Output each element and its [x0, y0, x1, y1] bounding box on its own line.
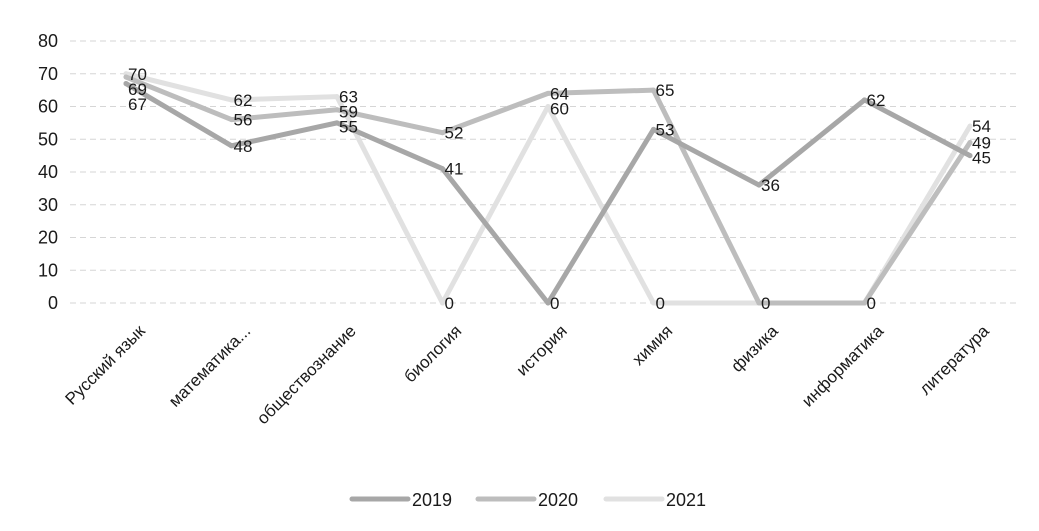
data-label-2021: 54	[972, 117, 991, 136]
data-label-2019: 36	[761, 176, 780, 195]
data-point-2019	[334, 120, 340, 126]
y-tick-label: 20	[38, 228, 58, 248]
x-tick-label: химия	[629, 321, 677, 369]
data-label-2020: 64	[550, 84, 569, 103]
gridlines	[70, 40, 1020, 304]
legend-label-2020: 2020	[538, 490, 578, 510]
y-tick-label: 70	[38, 64, 58, 84]
data-label-2020: 59	[339, 103, 358, 122]
data-point-2020	[229, 117, 234, 123]
data-point-2021	[651, 300, 656, 306]
data-point-2019	[229, 143, 234, 149]
y-tick-label: 80	[38, 31, 58, 51]
x-tick-label: информатика	[798, 321, 888, 411]
x-tick-label: биология	[400, 321, 465, 386]
x-tick-label: физика	[727, 321, 782, 376]
data-point-2020	[440, 130, 445, 136]
legend-label-2021: 2021	[666, 490, 706, 510]
y-tick-label: 50	[38, 129, 58, 149]
y-tick-label: 40	[38, 162, 58, 182]
data-label-2020: 52	[445, 124, 464, 143]
data-label-2021: 63	[339, 88, 358, 107]
data-label-2019: 48	[234, 137, 253, 156]
data-label-2020: 56	[234, 111, 253, 130]
data-label-2021: 0	[445, 294, 454, 313]
data-point-2020	[756, 300, 762, 306]
data-point-2020	[967, 140, 973, 146]
y-tick-label: 30	[38, 195, 58, 215]
data-point-2020	[862, 300, 867, 306]
data-point-2019	[440, 166, 445, 172]
x-tick-label: литература	[916, 321, 994, 399]
data-label-2021: 60	[550, 99, 569, 118]
data-label-2020: 65	[656, 81, 675, 100]
y-tick-label: 60	[38, 97, 58, 117]
series-lines	[123, 71, 973, 306]
data-label-2019: 0	[550, 294, 559, 313]
data-point-2020	[334, 107, 340, 113]
x-tick-label: Русский язык	[62, 321, 150, 409]
x-tick-label: обществознание	[253, 321, 360, 428]
legend: 2019 2020 2021	[349, 490, 706, 510]
data-point-2020	[651, 87, 656, 93]
data-point-2019	[862, 97, 867, 103]
data-label-2021: 0	[656, 294, 665, 313]
data-label-2020: 49	[972, 134, 991, 153]
data-point-2019	[756, 182, 762, 188]
data-label-2019: 45	[972, 149, 991, 168]
x-axis-ticks: Русский язык математика...обществознание б…	[62, 321, 994, 428]
data-point-2021	[545, 104, 551, 109]
y-tick-label: 0	[48, 293, 58, 313]
data-point-2019	[545, 300, 551, 306]
data-label-2020: 69	[128, 80, 147, 99]
data-label-2019: 55	[339, 118, 358, 137]
data-label-2019: 67	[128, 95, 147, 114]
data-label-2020: 0	[867, 294, 876, 313]
data-point-2019	[651, 126, 656, 132]
data-label-2021: 70	[128, 65, 147, 84]
data-label-2019: 41	[445, 160, 464, 179]
data-point-2021	[967, 123, 973, 129]
data-point-2021	[229, 97, 234, 103]
x-tick-label: математика...	[165, 321, 254, 410]
y-axis-ticks: 0 10 20 30 40 50 60 70 80	[38, 31, 58, 313]
y-tick-label: 10	[38, 260, 58, 280]
legend-label-2019: 2019	[412, 490, 452, 510]
data-point-2021	[334, 94, 340, 100]
x-tick-label: история	[513, 321, 571, 379]
data-point-2020	[123, 74, 129, 80]
data-label-2021: 62	[234, 91, 253, 110]
data-label-2019: 62	[867, 91, 886, 110]
data-label-2020: 0	[761, 294, 770, 313]
data-point-2020	[545, 90, 551, 96]
data-label-2019: 53	[656, 120, 675, 139]
data-point-2019	[967, 153, 973, 159]
data-point-2019	[123, 81, 129, 87]
data-point-2021	[440, 300, 445, 306]
